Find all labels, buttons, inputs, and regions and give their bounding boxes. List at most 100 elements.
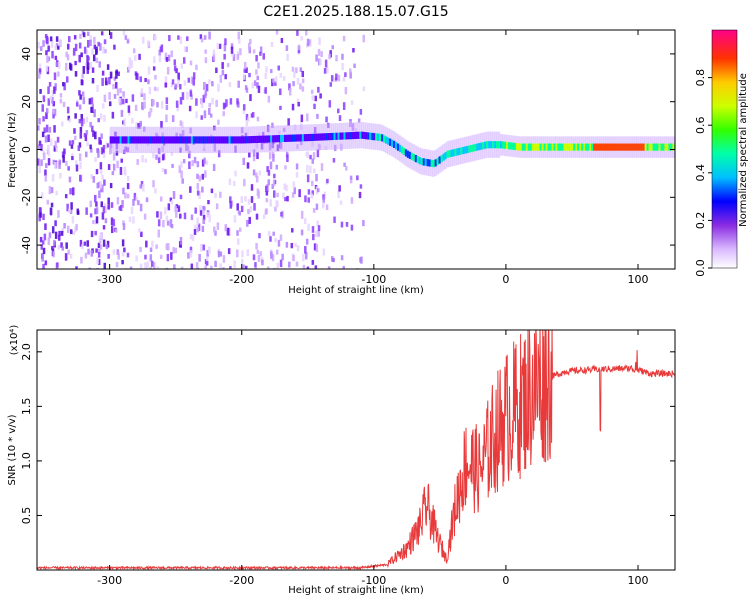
spectrogram-noise-cell <box>126 182 130 190</box>
spectrogram-noise-cell <box>49 95 53 101</box>
spectrogram-noise-cell <box>121 260 124 265</box>
spectrogram-noise-cell <box>61 227 65 233</box>
spectrogram-noise-cell <box>141 36 145 44</box>
spectrogram-noise-cell <box>242 73 246 80</box>
spectrogram-noise-cell <box>267 179 271 186</box>
spectrogram-noise-cell <box>269 199 272 207</box>
spectrogram-noise-cell <box>226 63 230 68</box>
spectrogram-noise-cell <box>69 188 72 195</box>
spectrogram-noise-cell <box>198 175 202 182</box>
spectrogram-signal-cell <box>163 136 166 144</box>
spectrogram-signal-cell <box>426 159 429 167</box>
spectrogram-signal-cell <box>430 159 433 167</box>
spectrogram-signal-cell <box>402 147 406 155</box>
spectrogram-noise-cell <box>350 197 354 204</box>
spectrogram-signal-cell <box>549 143 552 151</box>
spectrogram-signal-cell <box>622 143 626 151</box>
spectrogram-noise-cell <box>85 207 88 215</box>
spectrogram-noise-cell <box>246 162 250 169</box>
spectrogram-signal-cell <box>351 131 354 140</box>
spectrogram-signal-cell <box>466 145 469 154</box>
spectrogram-noise-cell <box>311 158 314 164</box>
spectrogram-signal-cell <box>545 143 548 151</box>
spectrogram-noise-cell <box>342 76 346 82</box>
spectrogram-noise-cell <box>128 65 131 70</box>
spectrogram-noise-cell <box>113 76 117 81</box>
spectrogram-noise-cell <box>291 66 295 72</box>
spectrogram-noise-cell <box>109 32 113 39</box>
spectrogram-noise-cell <box>85 130 89 135</box>
spectrogram-noise-cell <box>272 153 275 162</box>
spectrogram-noise-cell <box>272 179 276 187</box>
spectrogram-signal-cell <box>478 143 481 151</box>
spectrogram-noise-cell <box>195 262 199 269</box>
spectrogram-signal-cell <box>293 134 297 142</box>
spectrogram-noise-cell <box>50 40 54 48</box>
spectrogram-noise-cell <box>116 160 119 169</box>
spectrogram-noise-cell <box>114 228 118 233</box>
spectrogram-signal-cell <box>406 150 410 158</box>
spectrogram-noise-cell <box>135 122 138 129</box>
spectrogram-signal-cell <box>228 136 231 144</box>
spectrogram-noise-cell <box>67 36 71 43</box>
spectrogram-noise-cell <box>170 151 174 156</box>
spectrogram-signal-cell <box>113 136 116 144</box>
spectrogram-signal-cell <box>333 132 336 140</box>
spectrogram-noise-cell <box>54 140 57 148</box>
spectrogram-noise-cell <box>89 144 92 150</box>
spectrogram-noise-cell <box>109 141 113 149</box>
spectrogram-noise-cell <box>135 255 138 262</box>
spectrogram-signal-cell <box>422 158 426 166</box>
spectrogram-noise-cell <box>242 157 245 166</box>
spectrogram-noise-cell <box>115 71 118 79</box>
spectrogram-noise-cell <box>140 92 144 98</box>
spectrogram-noise-cell <box>64 62 68 71</box>
spectrogram-noise-cell <box>266 166 269 173</box>
spectrogram-noise-cell <box>87 56 90 61</box>
spectrogram-noise-cell <box>173 264 176 269</box>
spectrogram-noise-cell <box>188 105 192 112</box>
spectrogram-noise-cell <box>179 36 183 44</box>
spectrogram-noise-cell <box>155 244 158 249</box>
snr-panel: -300 -200 -100 0 100 0.5 1.0 1.5 2.0 Height of … <box>7 325 676 596</box>
spectrogram-noise-cell <box>122 98 125 105</box>
spectrogram-noise-cell <box>285 184 288 192</box>
spectrogram-signal-cell <box>210 136 213 144</box>
spectrogram-noise-cell <box>58 39 62 47</box>
spectrogram-noise-cell <box>300 36 303 41</box>
spectrogram-noise-cell <box>259 51 262 56</box>
spectrogram-noise-cell <box>208 246 211 254</box>
spectrogram-noise-cell <box>55 145 59 153</box>
spectrogram-noise-cell <box>80 113 84 121</box>
spectrogram-noise-cell <box>71 156 74 161</box>
spectrogram-noise-cell <box>299 83 302 90</box>
spectrogram-noise-cell <box>105 142 108 150</box>
spectrogram-noise-cell <box>262 53 265 60</box>
spectrogram-signal-cell <box>178 136 182 144</box>
spectrogram-signal-cell <box>357 131 360 139</box>
spectrogram-noise-cell <box>71 140 75 145</box>
spectrogram-noise-cell <box>49 207 53 216</box>
spectrogram-noise-cell <box>165 57 169 62</box>
spectrogram-signal-cell <box>367 132 370 140</box>
spectrogram-noise-cell <box>101 77 104 86</box>
spectrogram-noise-cell <box>48 81 52 87</box>
spectrogram-signal-cell <box>547 143 550 151</box>
spectrogram-noise-cell <box>362 34 366 43</box>
spectrogram-noise-cell <box>279 88 282 96</box>
spectrogram-signal-cell <box>173 136 176 144</box>
spectrogram-noise-cell <box>70 202 73 210</box>
spectrogram-noise-cell <box>116 88 120 96</box>
spectrogram-noise-cell <box>43 233 47 241</box>
spectrogram-noise-cell <box>169 197 173 202</box>
spectrogram-noise-cell <box>111 171 115 176</box>
snr-y-ticks: 0.5 1.0 1.5 2.0 <box>20 343 675 524</box>
spectrogram-noise-cell <box>200 243 203 252</box>
spectrogram-noise-cell <box>100 201 104 208</box>
spectrogram-noise-cell <box>285 241 289 248</box>
spectrogram-noise-cell <box>200 38 204 43</box>
spectrogram-noise-cell <box>78 54 81 63</box>
spectrogram-noise-cell <box>179 120 183 126</box>
spectrogram-signal-cell <box>127 136 130 144</box>
